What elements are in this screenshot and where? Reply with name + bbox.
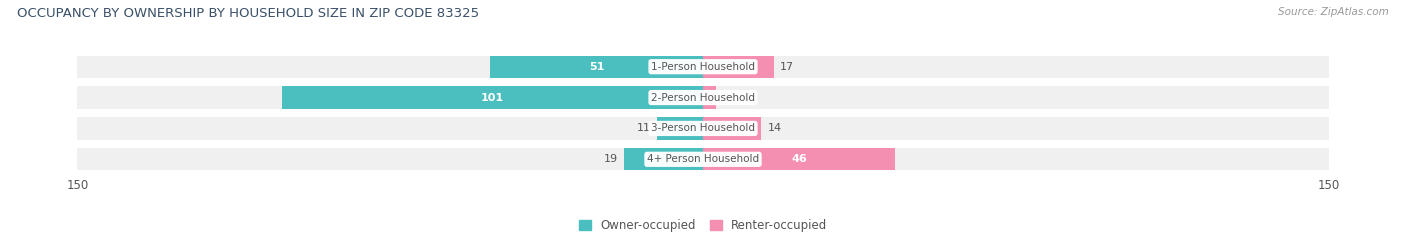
- Bar: [703, 56, 773, 78]
- Bar: [77, 148, 1329, 170]
- Bar: [281, 86, 703, 109]
- Text: Source: ZipAtlas.com: Source: ZipAtlas.com: [1278, 7, 1389, 17]
- Bar: [703, 117, 762, 140]
- Text: 1-Person Household: 1-Person Household: [651, 62, 755, 72]
- Bar: [77, 86, 1329, 109]
- Text: 17: 17: [780, 62, 794, 72]
- Text: 3-Person Household: 3-Person Household: [651, 123, 755, 134]
- Bar: [703, 148, 894, 170]
- Text: OCCUPANCY BY OWNERSHIP BY HOUSEHOLD SIZE IN ZIP CODE 83325: OCCUPANCY BY OWNERSHIP BY HOUSEHOLD SIZE…: [17, 7, 479, 20]
- Legend: Owner-occupied, Renter-occupied: Owner-occupied, Renter-occupied: [574, 214, 832, 233]
- Text: 11: 11: [637, 123, 651, 134]
- Text: 51: 51: [589, 62, 605, 72]
- Bar: [624, 148, 703, 170]
- Text: 2-Person Household: 2-Person Household: [651, 93, 755, 103]
- Text: 14: 14: [768, 123, 782, 134]
- Bar: [77, 117, 1329, 140]
- Bar: [657, 117, 703, 140]
- Bar: [77, 56, 1329, 78]
- Text: 46: 46: [792, 154, 807, 164]
- Text: 4+ Person Household: 4+ Person Household: [647, 154, 759, 164]
- Bar: [703, 86, 716, 109]
- Text: 19: 19: [603, 154, 617, 164]
- Text: 3: 3: [721, 93, 728, 103]
- Text: 101: 101: [481, 93, 503, 103]
- Bar: [491, 56, 703, 78]
